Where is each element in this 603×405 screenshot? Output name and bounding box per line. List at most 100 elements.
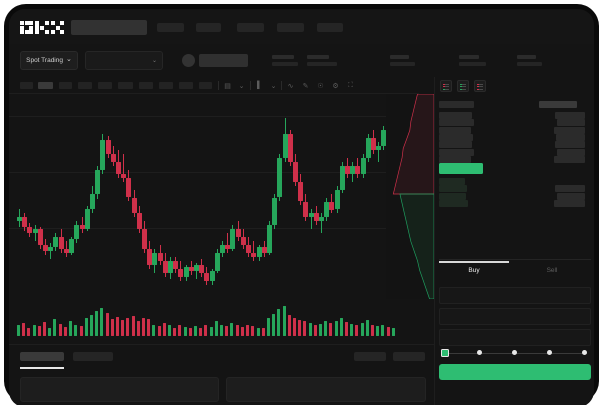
- orderbook-ask-row[interactable]: [439, 133, 473, 141]
- volume-bar: [105, 312, 109, 336]
- bottom-action-1[interactable]: [354, 352, 386, 361]
- stat-block-4: [459, 55, 486, 66]
- submit-order-button[interactable]: [439, 364, 591, 380]
- candle-chart-icon[interactable]: ▤: [224, 82, 231, 90]
- nav-item-3[interactable]: [237, 23, 264, 32]
- orderbook-ask-row[interactable]: [439, 141, 472, 149]
- order-field-1[interactable]: [439, 287, 591, 304]
- timeframe-btn-6[interactable]: [118, 82, 133, 89]
- stat-block-2: [307, 55, 337, 66]
- orderbook-bid-row[interactable]: [439, 199, 468, 207]
- orderbook-ask-row[interactable]: [439, 126, 471, 134]
- volume-bar: [136, 320, 140, 336]
- volume-bar: [22, 322, 26, 336]
- okx-logo[interactable]: [20, 21, 64, 34]
- volume-bar: [360, 322, 364, 336]
- volume-bar: [240, 326, 244, 336]
- bottom-box-2[interactable]: [226, 377, 426, 402]
- search-input[interactable]: [71, 20, 147, 35]
- chevron-down-icon[interactable]: ⌄: [270, 82, 277, 90]
- volume-bar: [209, 326, 213, 336]
- timeframe-btn-8[interactable]: [159, 82, 173, 89]
- orderbook-ask-row[interactable]: [439, 155, 471, 163]
- timeframe-btn-9[interactable]: [179, 82, 193, 89]
- timeframe-btn-1[interactable]: [20, 82, 33, 89]
- timeframe-btn-3[interactable]: [59, 82, 72, 89]
- slider-handle[interactable]: [441, 349, 449, 357]
- ticker-bar: Spot Trading ⌄ ⌄: [9, 44, 594, 77]
- bottom-action-2[interactable]: [393, 352, 425, 361]
- timeframe-btn-7[interactable]: [139, 82, 153, 89]
- volume-bar: [324, 320, 328, 336]
- amount-slider[interactable]: [441, 349, 589, 357]
- slider-step-100[interactable]: [582, 350, 587, 355]
- camera-icon[interactable]: ☉: [317, 82, 324, 90]
- pencil-icon[interactable]: ✎: [302, 82, 309, 90]
- trading-pair-select[interactable]: ⌄: [85, 51, 163, 70]
- order-panel: Buy Sell: [434, 77, 594, 405]
- orderbook-mode-buy[interactable]: [457, 80, 469, 92]
- tab-buy[interactable]: Buy: [468, 267, 480, 274]
- top-navigation-bar: [9, 9, 594, 44]
- orderbook-mode-both[interactable]: [440, 80, 452, 92]
- orderbook-bid-row[interactable]: [439, 178, 465, 185]
- bottom-tab-1[interactable]: [20, 352, 64, 361]
- volume-bar: [43, 322, 46, 336]
- orderbook-bid-row[interactable]: [439, 192, 466, 200]
- timeframe-btn-5[interactable]: [98, 82, 112, 89]
- pair-name-skeleton: [199, 54, 248, 67]
- orderbook-ask-row[interactable]: [439, 148, 474, 156]
- buy-tab-underline: [439, 261, 509, 263]
- orderbook-ask-amount: [554, 126, 585, 134]
- nav-item-1[interactable]: [157, 23, 184, 32]
- timeframe-btn-2[interactable]: [38, 82, 53, 89]
- timeframe-btn-10[interactable]: [199, 82, 212, 89]
- volume-bar: [334, 321, 338, 336]
- volume-bar: [329, 322, 333, 336]
- volume-bar: [100, 308, 104, 336]
- orderbook-bid-row[interactable]: [439, 185, 467, 193]
- depth-chart-svg: [392, 94, 434, 299]
- slider-step-25[interactable]: [477, 350, 482, 355]
- nav-item-4[interactable]: [277, 23, 304, 32]
- volume-bar: [84, 317, 88, 336]
- tab-sell[interactable]: Sell: [546, 267, 558, 274]
- nav-item-5[interactable]: [317, 23, 343, 32]
- volume-bar: [162, 322, 166, 336]
- volume-bar: [183, 326, 187, 336]
- orderbook-mode-group: [440, 80, 486, 92]
- orderbook-ask-row[interactable]: [439, 112, 472, 119]
- slider-step-50[interactable]: [512, 350, 517, 355]
- volume-bar: [230, 322, 234, 336]
- chevron-down-icon[interactable]: ⌄: [238, 82, 245, 90]
- spot-trading-dropdown[interactable]: Spot Trading ⌄: [20, 51, 78, 70]
- fullscreen-icon[interactable]: ⛶: [348, 81, 353, 89]
- candlestick-chart[interactable]: [9, 94, 419, 299]
- volume-bar: [27, 327, 31, 336]
- bottom-tab-2[interactable]: [73, 352, 113, 361]
- indicator-icon[interactable]: ∿: [287, 82, 294, 90]
- volume-bar: [147, 319, 151, 336]
- volume-bar: [121, 319, 125, 336]
- order-field-2[interactable]: [439, 308, 591, 325]
- orderbook-mode-sell[interactable]: [474, 80, 486, 92]
- volume-bar: [251, 326, 255, 336]
- stat-block-3: [390, 55, 415, 66]
- volume-bar: [199, 327, 203, 336]
- slider-step-75[interactable]: [547, 350, 552, 355]
- nav-item-2[interactable]: [196, 23, 221, 32]
- volume-bar: [17, 325, 20, 336]
- orderbook-ask-amount: [556, 133, 585, 141]
- volume-bar: [256, 327, 260, 336]
- settings-icon[interactable]: ⚙: [332, 82, 339, 90]
- order-side-tabs: Buy Sell: [439, 261, 591, 283]
- bottom-box-1[interactable]: [20, 377, 219, 402]
- orderbook-ask-row[interactable]: [439, 119, 474, 127]
- timeframe-btn-4[interactable]: [78, 82, 92, 89]
- volume-bar: [355, 325, 359, 336]
- volume-bar: [272, 313, 276, 336]
- bar-chart-icon[interactable]: ▌: [257, 82, 262, 89]
- volume-bar: [168, 325, 171, 336]
- volume-bar: [381, 324, 385, 336]
- order-field-3[interactable]: [439, 329, 591, 346]
